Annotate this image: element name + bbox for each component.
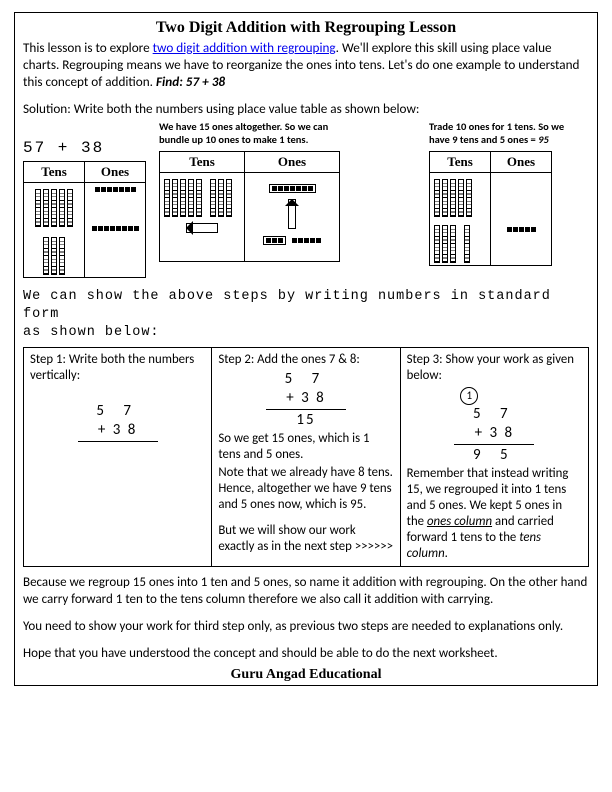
step2-p2: Note that we already have 8 tens. Hence,… — [218, 465, 393, 513]
th-ones: Ones — [491, 152, 552, 173]
equation: 57 + 38 — [23, 121, 143, 157]
pv-chart-1: TensOnes — [23, 161, 146, 278]
th-tens: Tens — [24, 162, 85, 183]
step2-p3: But we will show our work exactly as in … — [218, 523, 393, 555]
para-2: You need to show your work for third ste… — [23, 619, 589, 636]
para-1: Because we regroup 15 ones into 1 ten an… — [23, 575, 589, 609]
th-ones: Ones — [245, 152, 340, 173]
step-2: Step 2: Add the ones 7 & 8: 5 7 + 3 8 15… — [212, 348, 400, 567]
th-ones: Ones — [85, 162, 146, 183]
caption-2: We have 15 ones altogether. So we can bu… — [159, 121, 359, 147]
solution-line: Solution: Write both the numbers using p… — [23, 100, 589, 117]
arrow-left-icon — [186, 223, 218, 233]
steps-table: Step 1: Write both the numbers verticall… — [23, 347, 589, 567]
th-tens: Tens — [160, 152, 245, 173]
intro-find: Find: 57 + 38 — [156, 73, 225, 90]
pv-chart-2: TensOnes — [159, 151, 340, 262]
step-3: Step 3: Show your work as given below: 1… — [400, 348, 588, 567]
carry-circle: 1 — [460, 387, 478, 405]
caption-3: Trade 10 ones for 1 tens. So we have 9 t… — [429, 121, 589, 147]
step3-heading: Step 3: Show your work as given below: — [407, 352, 574, 383]
page-title: Two Digit Addition with Regrouping Lesso… — [23, 19, 589, 37]
step-1: Step 1: Write both the numbers verticall… — [24, 348, 212, 567]
arrow-up-icon — [288, 199, 296, 229]
step2-heading: Step 2: Add the ones 7 & 8: — [218, 352, 359, 367]
step1-heading: Step 1: Write both the numbers verticall… — [30, 352, 194, 383]
intro-link[interactable]: two digit addition with regrouping — [153, 39, 336, 56]
step2-p1: So we get 15 ones, which is 1 tens and 5… — [218, 431, 393, 463]
step3-para: Remember that instead writing 15, we reg… — [407, 466, 582, 562]
pv-row: 57 + 38 TensOnes — [23, 121, 589, 278]
intro-pre: This lesson is to explore — [23, 39, 153, 56]
pv-chart-3: TensOnes — [429, 151, 552, 266]
intro-paragraph: This lesson is to explore two digit addi… — [23, 39, 589, 90]
mono-transition: We can show the above steps by writing n… — [23, 288, 589, 341]
footer: Guru Angad Educational — [23, 667, 589, 683]
th-tens: Tens — [430, 152, 491, 173]
para-3: Hope that you have understood the concep… — [23, 646, 589, 663]
